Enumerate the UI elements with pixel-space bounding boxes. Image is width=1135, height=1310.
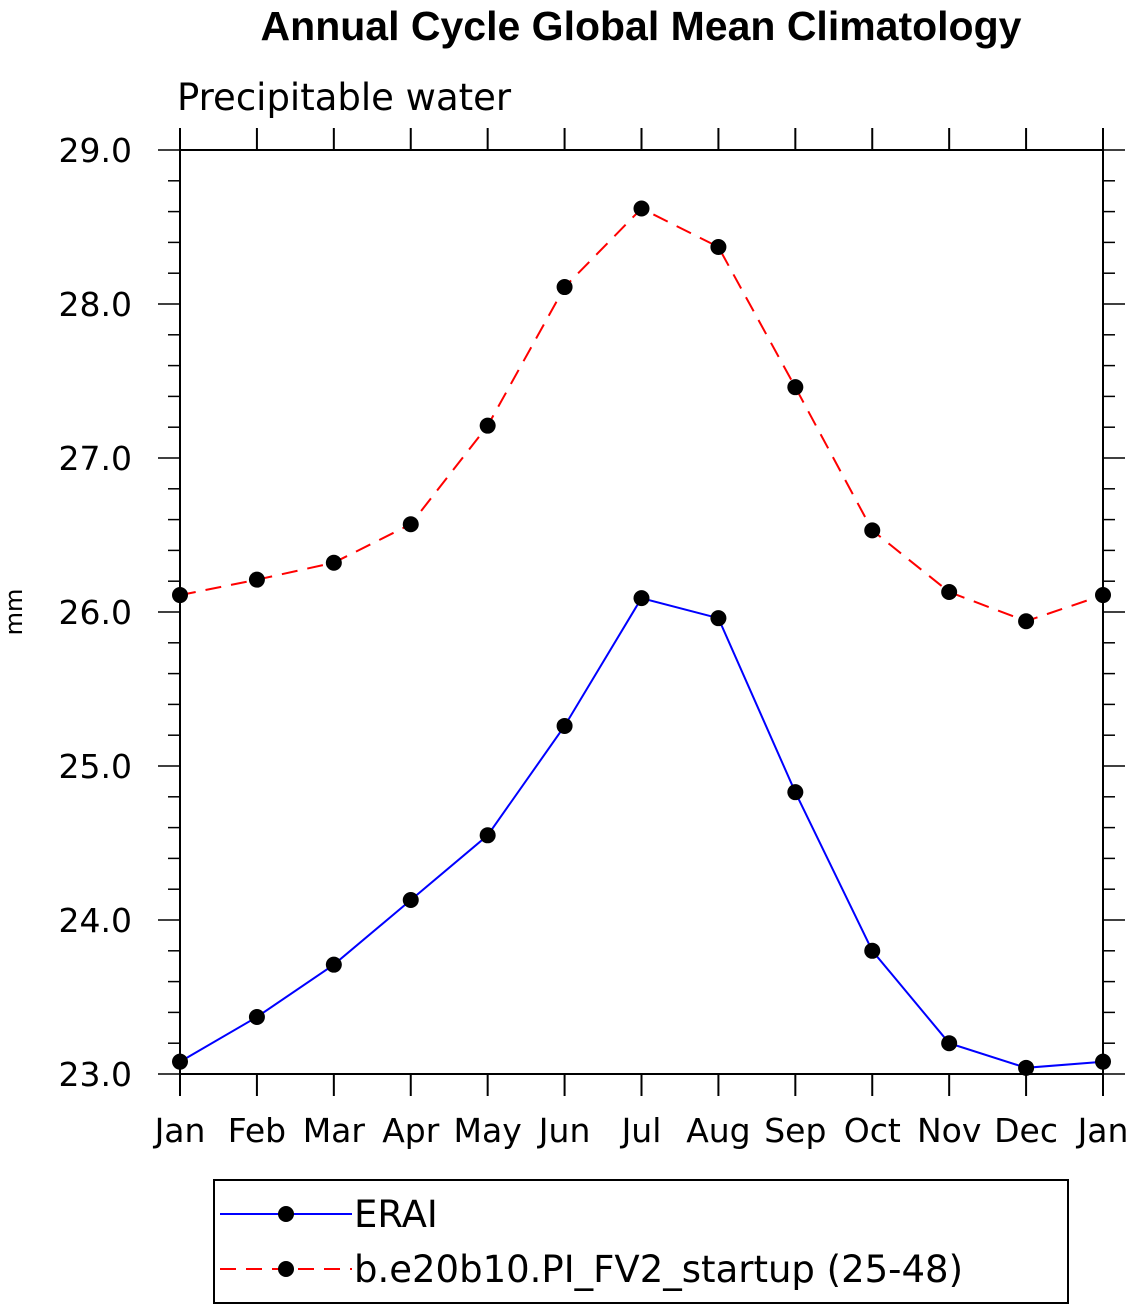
data-point [402, 516, 419, 533]
x-tick-label: Aug [686, 1111, 750, 1150]
y-tick-label: 23.0 [59, 1055, 132, 1094]
y-tick-label: 26.0 [59, 593, 132, 632]
x-tick-label: Apr [382, 1111, 440, 1150]
legend: ERAI b.e20b10.PI_FV2_startup (25-48) [213, 1179, 1069, 1304]
axis-ticks [158, 128, 1125, 1096]
legend-marker [278, 1261, 294, 1277]
x-tick-label: Mar [303, 1111, 366, 1150]
x-tick-labels: Jan Feb Mar Apr May Jun Jul Aug Sep Oct Nov Dec Jan [153, 1111, 1129, 1150]
x-tick-label: May [454, 1111, 522, 1150]
legend-marker [278, 1206, 294, 1222]
data-point [325, 956, 342, 973]
data-point [325, 554, 342, 571]
legend-entry: ERAI [220, 1193, 438, 1236]
chart-subtitle: Precipitable water [177, 76, 512, 119]
data-point [248, 1009, 265, 1026]
data-point [864, 942, 881, 959]
legend-entries: ERAI b.e20b10.PI_FV2_startup (25-48) [220, 1193, 963, 1291]
data-point [941, 1035, 958, 1052]
data-point [402, 891, 419, 908]
y-tick-label: 28.0 [59, 285, 132, 324]
data-point [941, 583, 958, 600]
series-1 [172, 590, 1111, 1076]
series-2 [172, 200, 1111, 630]
legend-box [213, 1179, 1069, 1304]
y-tick-label: 29.0 [59, 131, 132, 170]
plot-frame [179, 149, 1104, 1075]
data-point [633, 590, 650, 607]
x-tick-label: Jan [153, 1111, 206, 1150]
y-tick-label: 24.0 [59, 901, 132, 940]
data-point [556, 717, 573, 734]
series-line [179, 596, 1104, 1069]
chart-title: Annual Cycle Global Mean Climatology [261, 3, 1022, 49]
data-point [248, 571, 265, 588]
x-tick-label: Jul [620, 1111, 662, 1150]
data-point [633, 200, 650, 217]
data-point [556, 279, 573, 296]
data-point [710, 610, 727, 627]
data-point [787, 784, 804, 801]
legend-label: b.e20b10.PI_FV2_startup (25-48) [354, 1248, 963, 1291]
y-axis-label: mm [0, 589, 28, 636]
x-tick-label: Nov [917, 1111, 981, 1150]
y-tick-label: 25.0 [59, 747, 132, 786]
x-tick-label: Dec [994, 1111, 1058, 1150]
y-tick-label: 27.0 [59, 439, 132, 478]
data-point [787, 379, 804, 396]
data-point [479, 827, 496, 844]
data-point [172, 1053, 188, 1070]
series-layer [172, 200, 1111, 1076]
legend-label: ERAI [354, 1193, 438, 1236]
data-point [1095, 1053, 1111, 1070]
data-point [1095, 587, 1111, 604]
data-point [479, 417, 496, 434]
x-tick-label: Jan [1076, 1111, 1129, 1150]
series-line [179, 207, 1104, 623]
y-tick-labels: 23.0 24.0 25.0 26.0 27.0 28.0 29.0 [59, 131, 132, 1094]
data-point [1018, 613, 1035, 630]
x-tick-label: Sep [764, 1111, 826, 1150]
x-tick-label: Feb [228, 1111, 286, 1150]
data-point [1018, 1059, 1035, 1076]
data-point [864, 522, 881, 539]
data-point [710, 239, 727, 256]
x-tick-label: Oct [844, 1111, 901, 1150]
x-tick-label: Jun [537, 1111, 591, 1150]
data-point [172, 587, 188, 604]
legend-entry: b.e20b10.PI_FV2_startup (25-48) [220, 1248, 963, 1291]
